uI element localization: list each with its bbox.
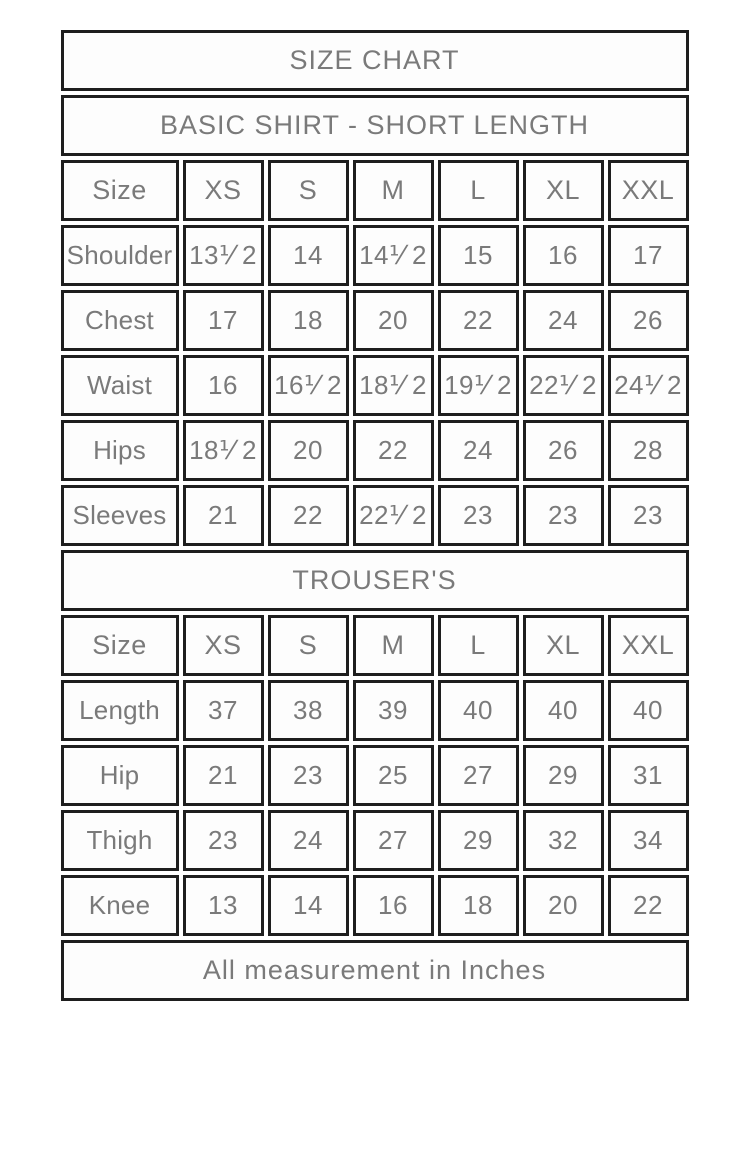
measurement-cell: 18⅟ 2 [182,420,264,481]
measurement-cell: 23 [182,810,264,871]
section-title-row: TROUSER'S [60,550,689,611]
measurement-cell: 32 [522,810,604,871]
measurement-cell: 15 [437,225,519,286]
measurement-cell: 20 [267,420,349,481]
measurement-cell: 28 [607,420,689,481]
measurement-cell: 29 [522,745,604,806]
measurement-cell: 16 [522,225,604,286]
table-row: Sleeves 21 22 22⅟ 2 23 23 23 [60,485,689,546]
measurement-cell: 34 [607,810,689,871]
measurement-cell: 21 [182,745,264,806]
column-header: XL [522,615,604,676]
measurement-cell: 13 [182,875,264,936]
measurement-cell: 26 [607,290,689,351]
row-label: Thigh [60,810,179,871]
measurement-cell: 16 [182,355,264,416]
measurement-cell: 23 [522,485,604,546]
measurement-cell: 27 [437,745,519,806]
row-label: Shoulder [60,225,179,286]
measurement-cell: 23 [267,745,349,806]
column-header: XS [182,615,264,676]
column-header: M [352,615,434,676]
measurement-cell: 14⅟ 2 [352,225,434,286]
measurement-cell: 24 [437,420,519,481]
footer-row: All measurement in Inches [60,940,689,1001]
measurement-cell: 24⅟ 2 [607,355,689,416]
measurement-cell: 20 [352,290,434,351]
title-row: SIZE CHART [60,30,689,91]
column-header: M [352,160,434,221]
row-label: Knee [60,875,179,936]
column-header: XXL [607,160,689,221]
column-header: XL [522,160,604,221]
size-chart-table: SIZE CHART BASIC SHIRT - SHORT LENGTH Size… [57,26,693,1005]
table-row: Shoulder 13⅟ 2 14 14⅟ 2 15 16 17 [60,225,689,286]
measurement-cell: 40 [607,680,689,741]
measurement-cell: 19⅟ 2 [437,355,519,416]
measurement-cell: 23 [437,485,519,546]
measurement-cell: 18 [437,875,519,936]
measurement-cell: 38 [267,680,349,741]
measurement-cell: 40 [437,680,519,741]
measurement-cell: 20 [522,875,604,936]
measurement-cell: 23 [607,485,689,546]
measurement-cell: 25 [352,745,434,806]
column-header: XS [182,160,264,221]
row-label: Waist [60,355,179,416]
measurement-cell: 37 [182,680,264,741]
measurement-cell: 14 [267,875,349,936]
measurement-cell: 14 [267,225,349,286]
footer-note: All measurement in Inches [60,940,689,1001]
measurement-cell: 26 [522,420,604,481]
size-chart-title: SIZE CHART [60,30,689,91]
column-header-row: Size XS S M L XL XXL [60,615,689,676]
measurement-cell: 22 [607,875,689,936]
table-row: Waist 16 16⅟ 2 18⅟ 2 19⅟ 2 22⅟ 2 24⅟ 2 [60,355,689,416]
column-header: Size [60,615,179,676]
measurement-cell: 22 [267,485,349,546]
table-row: Knee 13 14 16 18 20 22 [60,875,689,936]
table-row: Hip 21 23 25 27 29 31 [60,745,689,806]
table-row: Chest 17 18 20 22 24 26 [60,290,689,351]
measurement-cell: 16 [352,875,434,936]
column-header: L [437,615,519,676]
column-header-row: Size XS S M L XL XXL [60,160,689,221]
measurement-cell: 18 [267,290,349,351]
table-row: Length 37 38 39 40 40 40 [60,680,689,741]
measurement-cell: 21 [182,485,264,546]
row-label: Sleeves [60,485,179,546]
row-label: Length [60,680,179,741]
measurement-cell: 22⅟ 2 [522,355,604,416]
table-row: Hips 18⅟ 2 20 22 24 26 28 [60,420,689,481]
measurement-cell: 22 [437,290,519,351]
column-header: L [437,160,519,221]
section-title-row: BASIC SHIRT - SHORT LENGTH [60,95,689,156]
section-title: TROUSER'S [60,550,689,611]
measurement-cell: 40 [522,680,604,741]
row-label: Chest [60,290,179,351]
measurement-cell: 22⅟ 2 [352,485,434,546]
measurement-cell: 17 [607,225,689,286]
column-header: S [267,160,349,221]
measurement-cell: 24 [522,290,604,351]
table-row: Thigh 23 24 27 29 32 34 [60,810,689,871]
row-label: Hip [60,745,179,806]
row-label: Hips [60,420,179,481]
measurement-cell: 18⅟ 2 [352,355,434,416]
measurement-cell: 22 [352,420,434,481]
measurement-cell: 29 [437,810,519,871]
measurement-cell: 31 [607,745,689,806]
measurement-cell: 17 [182,290,264,351]
column-header: S [267,615,349,676]
measurement-cell: 39 [352,680,434,741]
section-title: BASIC SHIRT - SHORT LENGTH [60,95,689,156]
column-header: XXL [607,615,689,676]
measurement-cell: 27 [352,810,434,871]
column-header: Size [60,160,179,221]
measurement-cell: 13⅟ 2 [182,225,264,286]
measurement-cell: 16⅟ 2 [267,355,349,416]
measurement-cell: 24 [267,810,349,871]
